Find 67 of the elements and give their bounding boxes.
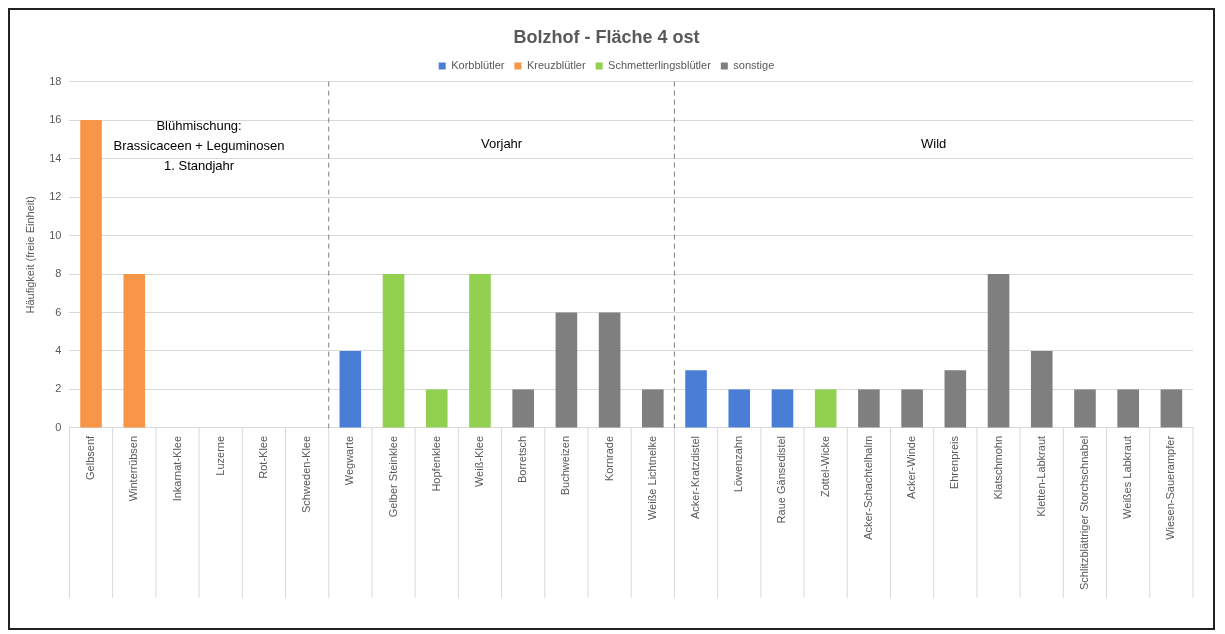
x-tick-label: Zottel-Wicke [818, 435, 831, 498]
bar [80, 120, 102, 428]
x-tick-label: Löwenzahn [732, 435, 745, 493]
bar [814, 389, 837, 428]
x-tick-label: Inkarnat-Klee [170, 435, 183, 502]
bar [771, 389, 794, 428]
bar [382, 274, 405, 428]
x-tick-label: Schweden-Klee [300, 435, 313, 513]
legend-label: Korbblütler [451, 59, 505, 72]
bar [598, 312, 621, 428]
x-tick-label: Wiesen-Sauerampfer [1164, 435, 1177, 540]
legend-label: sonstige [733, 59, 775, 72]
x-tick-label: Winterrübsen [127, 435, 140, 502]
x-tick-label: Luzerne [213, 435, 226, 476]
legend-label: Kreuzblütler [526, 59, 586, 72]
x-tick-label: Buchweizen [559, 435, 572, 496]
y-tick-label: 14 [49, 151, 62, 164]
bar [1160, 389, 1183, 428]
x-tick-label: Kornrade [602, 435, 615, 482]
bar [944, 370, 967, 428]
chart-title: Bolzhof - Fläche 4 ost [513, 26, 700, 47]
bar [555, 312, 578, 428]
x-tick-label: Kletten-Labkraut [1034, 435, 1047, 517]
annotation: Blühmischung: Brassicaceen + Leguminosen 1. Standjahr [113, 117, 285, 173]
bar [685, 370, 707, 428]
bar [728, 389, 751, 428]
x-tick-label: Weiße Lichtnelke [645, 435, 658, 521]
x-tick-label: Rot-Klee [256, 435, 269, 479]
bar [512, 389, 534, 428]
bar [1117, 389, 1139, 428]
x-tick-label: Schlitzblättriger Storchschnabel [1078, 435, 1090, 590]
annotation: Vorjahr [480, 135, 523, 151]
bar [1030, 350, 1053, 428]
y-tick-label: 8 [55, 267, 62, 280]
x-tick-label: Klatschmohn [991, 435, 1004, 500]
x-tick-label: Raue Gänsedistel [775, 435, 788, 524]
bar [901, 389, 923, 428]
bar [1074, 389, 1096, 428]
bar [123, 274, 146, 428]
y-tick-label: 10 [49, 228, 62, 241]
x-tick-label: Weiß-Klee [473, 435, 485, 488]
x-tick-label: Borretsch [516, 435, 529, 483]
x-tick-label: Gelber Steinklee [386, 435, 399, 518]
bar [469, 274, 491, 428]
bar [858, 389, 880, 428]
bar [425, 389, 448, 428]
y-tick-label: 16 [49, 113, 62, 126]
x-tick-label: Wegwarte [343, 435, 356, 486]
y-tick-label: 6 [55, 305, 62, 318]
x-tick-label: Weißes Labkraut [1121, 435, 1134, 519]
x-tick-label: Acker-Schachtelhalm [861, 435, 874, 540]
x-tick-label: Acker-Kratzdistel [689, 435, 702, 520]
annotation: Wild [921, 135, 947, 151]
x-tick-label: Ehrenpreis [948, 435, 961, 490]
x-tick-label: Hopfenklee [429, 435, 442, 492]
bar [642, 389, 664, 428]
legend-label: Schmetterlingsblütler [608, 59, 712, 72]
bar [987, 274, 1010, 428]
x-tick-label: Gelbsenf [84, 434, 97, 480]
y-tick-label: 18 [49, 74, 62, 87]
y-tick-label: 4 [55, 343, 62, 356]
y-tick-label: 0 [55, 420, 62, 433]
x-tick-label: Acker-Winde [905, 435, 918, 499]
y-tick-label: 2 [55, 382, 62, 395]
y-axis-title: Häufigkeit (freie Einheit) [23, 196, 36, 314]
bar [339, 350, 362, 428]
y-tick-label: 12 [49, 190, 62, 203]
